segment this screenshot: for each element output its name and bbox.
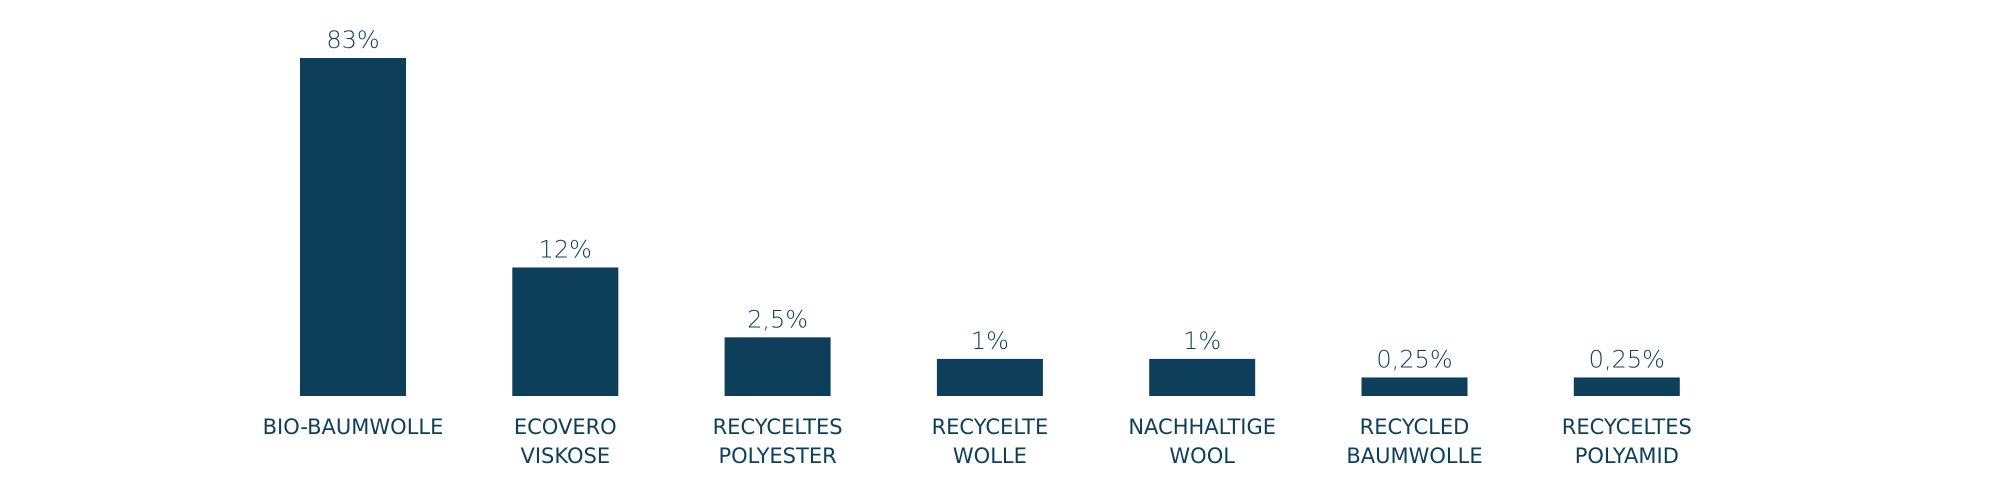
category-label: NACHHALTIGE — [1128, 415, 1276, 439]
value-label: 1% — [971, 327, 1009, 355]
bar — [300, 58, 406, 396]
value-label: 83% — [326, 26, 379, 54]
category-label: RECYCELTES — [713, 415, 843, 439]
value-label: 12% — [539, 235, 592, 263]
category-label: WOLLE — [953, 444, 1027, 468]
category-label: POLYAMID — [1575, 444, 1679, 468]
bar — [936, 358, 1043, 396]
value-label: 0,25% — [1589, 345, 1665, 373]
category-label: POLYESTER — [718, 444, 836, 468]
bar — [512, 267, 619, 396]
value-label: 1% — [1183, 327, 1221, 355]
category-label: RECYCLED — [1360, 415, 1470, 439]
value-label: 2,5% — [747, 305, 808, 333]
bar — [1361, 377, 1468, 396]
category-label: WOOL — [1169, 444, 1235, 468]
value-label: 0,25% — [1376, 345, 1452, 373]
category-label: RECYCELTE — [932, 415, 1049, 439]
category-label: RECYCELTES — [1562, 415, 1692, 439]
category-label: BAUMWOLLE — [1346, 444, 1482, 468]
category-label: ECOVERO — [514, 415, 617, 439]
bar — [724, 337, 831, 396]
category-label: BIO-BAUMWOLLE — [263, 415, 444, 439]
bar — [1149, 358, 1256, 396]
bar — [1573, 377, 1680, 396]
category-label: VISKOSE — [520, 444, 610, 468]
